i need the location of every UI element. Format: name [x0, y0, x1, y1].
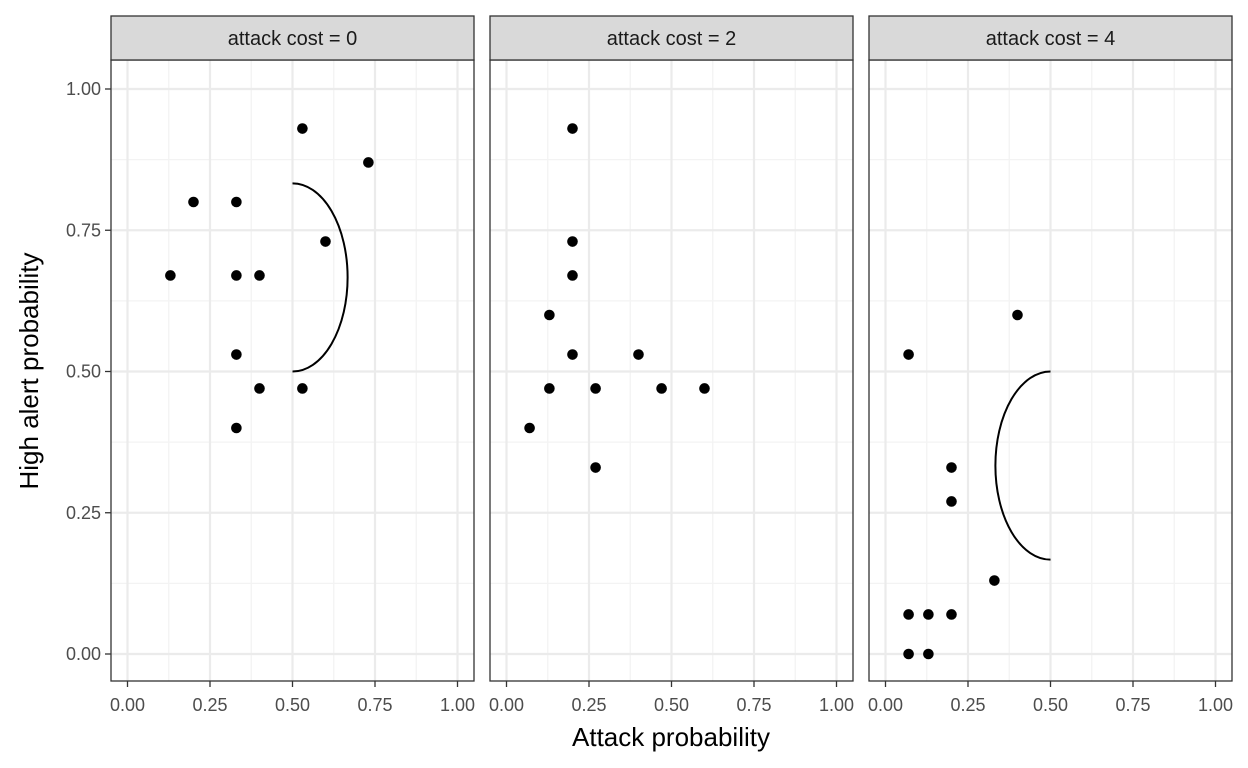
- facet-strip-label: attack cost = 2: [607, 28, 737, 50]
- x-tick-label: 0.50: [1033, 695, 1068, 715]
- data-point: [524, 422, 535, 434]
- curve-annotation: [292, 182, 349, 373]
- facet-panel-2: attack cost = 4 0.00 0.25 0.50 0.75 1.00: [868, 15, 1233, 715]
- y-tick-label: 0.00: [66, 644, 101, 664]
- facet-strip-label: attack cost = 0: [228, 28, 358, 50]
- facet-strip-label: attack cost = 4: [986, 28, 1116, 50]
- data-point: [297, 123, 308, 134]
- data-point: [567, 236, 578, 247]
- x-tick-label: 0.25: [192, 695, 227, 715]
- x-tick-label: 0.25: [950, 695, 985, 715]
- facet-strip: [868, 15, 1233, 61]
- x-axis-title: Attack probability: [572, 722, 770, 752]
- data-point: [903, 609, 914, 620]
- x-tick-label: 0.50: [275, 695, 310, 715]
- y-tick-label: 1.00: [66, 79, 101, 99]
- data-point: [165, 270, 176, 281]
- x-tick-label: 0.75: [1115, 695, 1150, 715]
- data-point: [231, 422, 242, 434]
- data-point: [567, 123, 578, 134]
- data-point: [1012, 309, 1023, 321]
- data-point: [656, 383, 667, 394]
- x-tick-label: 0.50: [654, 695, 689, 715]
- y-tick-label: 0.25: [66, 503, 101, 523]
- x-tick-label: 1.00: [819, 695, 854, 715]
- y-tick-label: 0.50: [66, 362, 101, 382]
- data-point: [544, 383, 555, 394]
- data-point: [989, 575, 1000, 586]
- data-point: [946, 609, 957, 620]
- data-point: [231, 270, 242, 281]
- data-point: [699, 383, 710, 394]
- data-point: [903, 349, 914, 360]
- facet-strip: [110, 15, 475, 61]
- chart-panels: attack cost = 0 0.00 0.25 0.50 0.75 1.00 0.00 0…: [66, 15, 1233, 715]
- data-point: [254, 270, 265, 281]
- data-point: [633, 349, 644, 360]
- x-tick-label: 0.25: [571, 695, 606, 715]
- facet-panel-0: attack cost = 0 0.00 0.25 0.50 0.75 1.00 0.00 0…: [66, 15, 475, 715]
- data-point: [188, 196, 199, 208]
- data-point: [297, 383, 308, 394]
- facet-strip: [489, 15, 854, 61]
- data-point: [946, 496, 957, 507]
- data-point: [231, 349, 242, 360]
- x-tick-label: 1.00: [440, 695, 475, 715]
- data-point: [231, 196, 242, 208]
- data-point: [923, 609, 934, 620]
- data-point: [567, 270, 578, 281]
- facet-panel-1: attack cost = 2 0.00 0.25 0.50 0.75 1.00: [489, 15, 854, 715]
- y-axis-title: High alert probability: [14, 252, 44, 489]
- data-point: [946, 462, 957, 473]
- data-point: [254, 383, 265, 394]
- data-point: [363, 157, 374, 168]
- x-tick-label: 0.75: [357, 695, 392, 715]
- x-tick-label: 1.00: [1198, 695, 1233, 715]
- x-tick-label: 0.00: [110, 695, 145, 715]
- curve-annotation: [994, 370, 1051, 561]
- data-point: [590, 383, 601, 394]
- x-tick-label: 0.75: [736, 695, 771, 715]
- data-point: [544, 309, 555, 321]
- data-point: [567, 349, 578, 360]
- data-point: [320, 236, 331, 247]
- y-tick-label: 0.75: [66, 220, 101, 240]
- x-tick-label: 0.00: [868, 695, 903, 715]
- data-point: [903, 648, 914, 660]
- data-point: [923, 648, 934, 660]
- data-point: [590, 462, 601, 473]
- x-tick-label: 0.00: [489, 695, 524, 715]
